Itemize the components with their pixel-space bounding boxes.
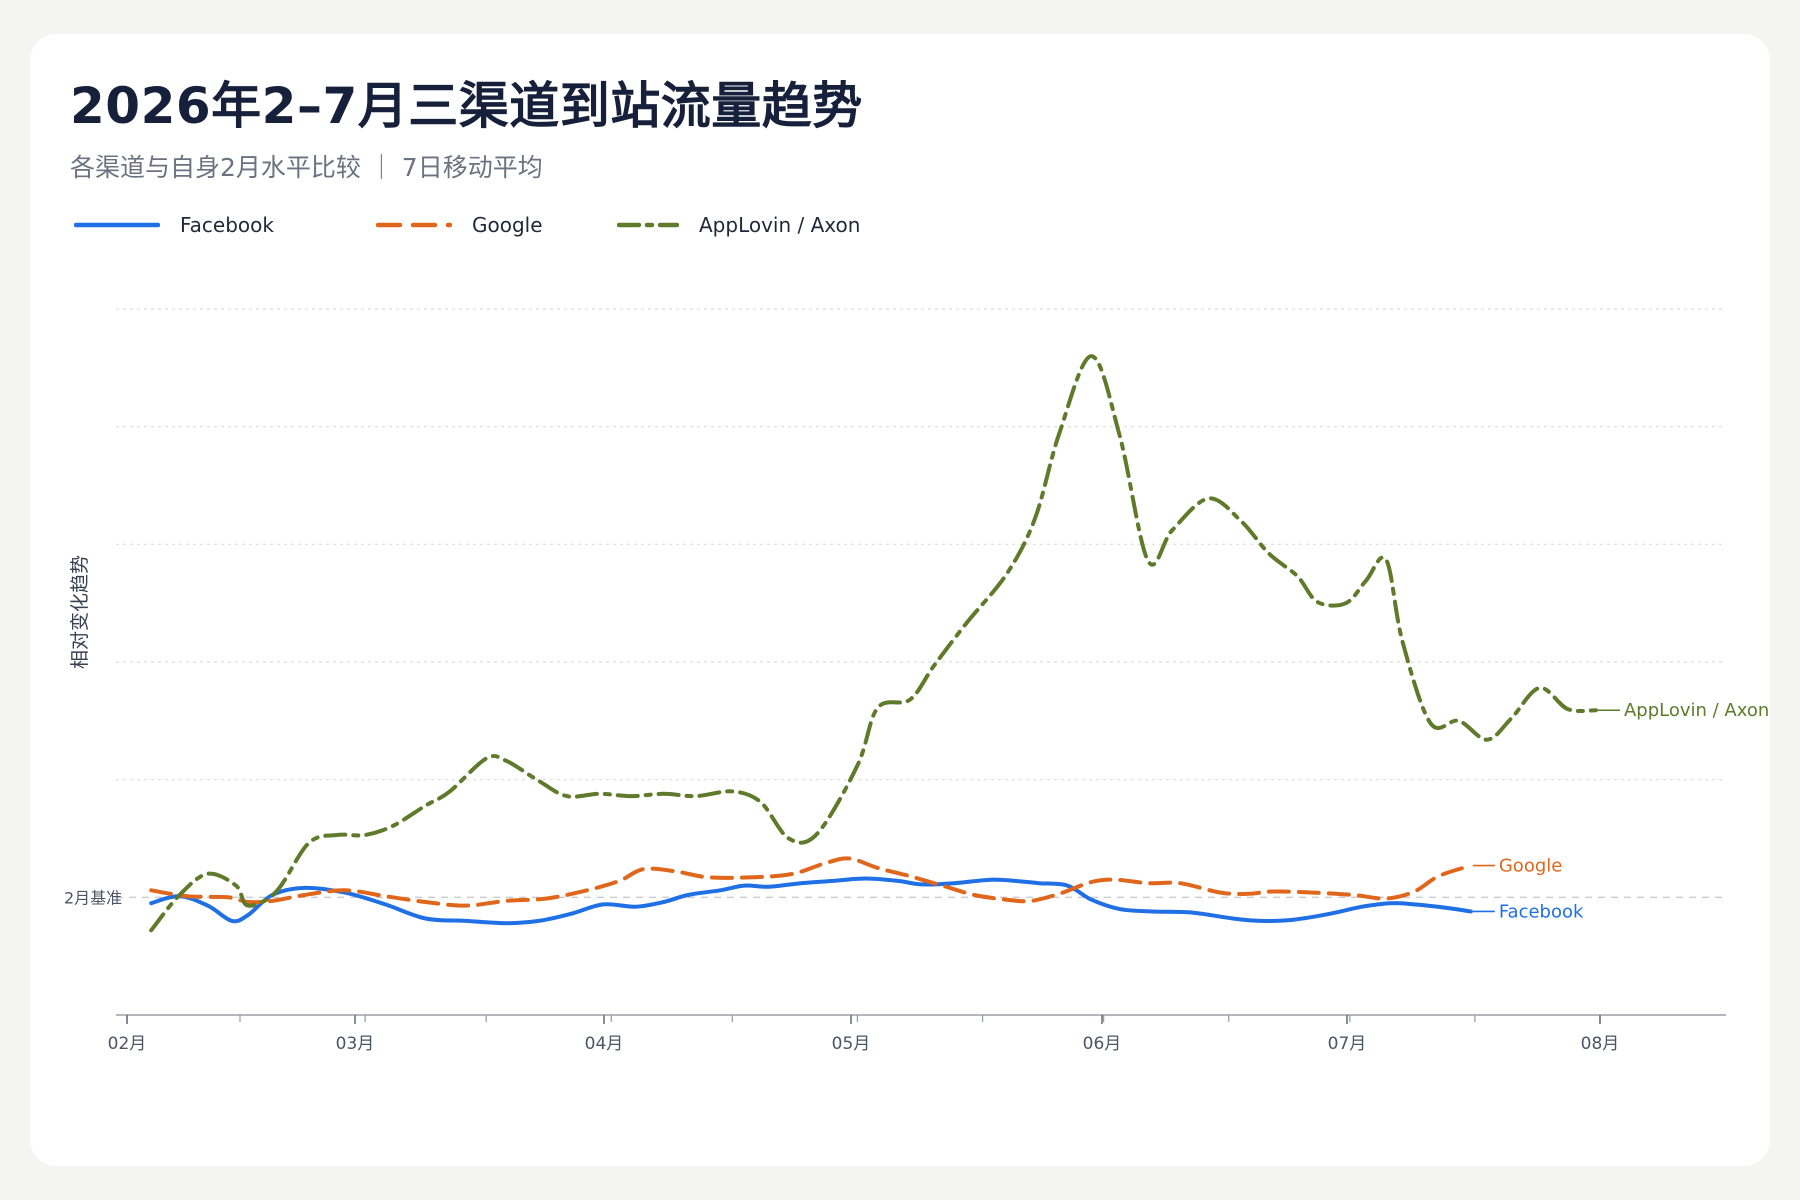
legend-label-google: Google [472, 213, 543, 237]
x-tick-label: 05月 [832, 1034, 871, 1054]
x-tick-label: 04月 [585, 1034, 624, 1054]
series-end-label-applovin: AppLovin / Axon [1624, 700, 1769, 721]
legend-line-facebook-icon [74, 222, 160, 228]
chart-card [30, 34, 1770, 1166]
legend-line-applovin-icon [617, 222, 679, 228]
legend-label-applovin: AppLovin / Axon [699, 213, 861, 237]
series-end-label-google: Google [1499, 856, 1562, 877]
x-tick-label: 03月 [336, 1034, 375, 1054]
series-line-facebook [149, 876, 1473, 926]
x-tick-label: 08月 [1581, 1034, 1620, 1054]
x-tick-label: 07月 [1328, 1034, 1367, 1054]
series-line-google [149, 856, 1473, 908]
baseline-label: 2月基准 [64, 888, 122, 907]
series-line-applovin [149, 354, 1598, 933]
chart-subtitle: 各渠道与自身2月水平比较 ｜ 7日移动平均 [70, 153, 543, 182]
x-tick-label: 06月 [1083, 1034, 1122, 1054]
y-axis-label: 相对变化趋势 [69, 555, 91, 669]
legend-line-google-icon [376, 222, 452, 228]
legend-item-applovin[interactable]: AppLovin / Axon [617, 210, 860, 240]
legend-item-google[interactable]: Google [376, 210, 543, 240]
legend-item-facebook[interactable]: Facebook [74, 210, 274, 240]
series-end-label-facebook: Facebook [1499, 901, 1584, 922]
chart-title: 2026年2–7月三渠道到站流量趋势 [70, 77, 863, 135]
legend-label-facebook: Facebook [180, 213, 274, 237]
x-tick-label: 02月 [108, 1034, 147, 1054]
